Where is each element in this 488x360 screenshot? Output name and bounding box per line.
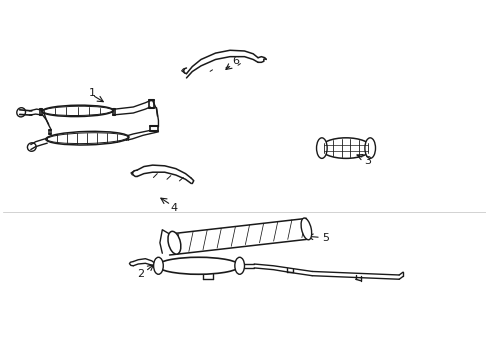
Ellipse shape <box>167 231 181 254</box>
Ellipse shape <box>364 138 375 158</box>
Text: 2: 2 <box>137 269 144 279</box>
Text: 3: 3 <box>364 156 370 166</box>
Text: 1: 1 <box>88 88 96 98</box>
Ellipse shape <box>316 138 326 158</box>
Ellipse shape <box>234 257 244 274</box>
Ellipse shape <box>301 218 311 240</box>
Text: 5: 5 <box>322 234 328 243</box>
Ellipse shape <box>42 105 113 117</box>
Ellipse shape <box>157 257 239 274</box>
Ellipse shape <box>153 257 163 274</box>
Text: 4: 4 <box>170 203 178 213</box>
Ellipse shape <box>320 138 371 158</box>
Ellipse shape <box>46 131 129 145</box>
Text: 6: 6 <box>232 56 239 66</box>
